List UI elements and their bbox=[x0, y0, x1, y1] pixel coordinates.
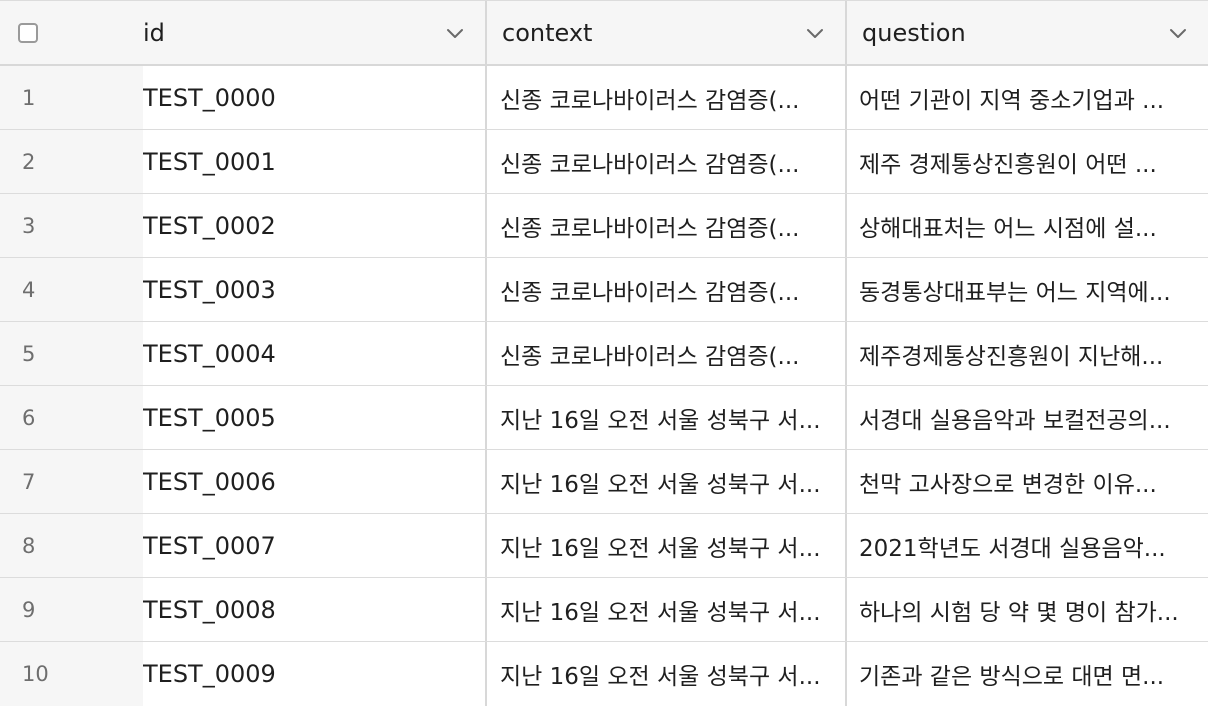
cell-question-text: 천막 고사장으로 변경한 이유... bbox=[859, 471, 1157, 498]
table-row[interactable]: 2 TEST_0001 신종 코로나바이러스 감염증(... 제주 경제통상진흥… bbox=[0, 130, 1208, 194]
cell-id[interactable]: TEST_0007 bbox=[143, 514, 487, 577]
row-number: 6 bbox=[0, 386, 143, 449]
cell-id[interactable]: TEST_0004 bbox=[143, 322, 487, 385]
cell-question-text: 어떤 기관이 지역 중소기업과 ... bbox=[859, 87, 1165, 114]
cell-question[interactable]: 2021학년도 서경대 실용음악... bbox=[847, 514, 1208, 577]
column-header-question-label: question bbox=[862, 18, 966, 47]
row-number: 10 bbox=[0, 642, 143, 706]
cell-context-text: 신종 코로나바이러스 감염증(... bbox=[500, 215, 800, 242]
cell-question-text: 서경대 실용음악과 보컬전공의... bbox=[859, 407, 1171, 434]
cell-question-text: 동경통상대표부는 어느 지역에... bbox=[859, 279, 1171, 306]
cell-question[interactable]: 제주경제통상진흥원이 지난해... bbox=[847, 322, 1208, 385]
row-number: 9 bbox=[0, 578, 143, 641]
cell-question[interactable]: 기존과 같은 방식으로 대면 면... bbox=[847, 642, 1208, 706]
cell-id[interactable]: TEST_0006 bbox=[143, 450, 487, 513]
table-row[interactable]: 10 TEST_0009 지난 16일 오전 서울 성북구 서... 기존과 같… bbox=[0, 642, 1208, 706]
cell-context[interactable]: 신종 코로나바이러스 감염증(... bbox=[487, 258, 847, 321]
cell-question[interactable]: 동경통상대표부는 어느 지역에... bbox=[847, 258, 1208, 321]
cell-question[interactable]: 하나의 시험 당 약 몇 명이 참가... bbox=[847, 578, 1208, 641]
cell-question-text: 기존과 같은 방식으로 대면 면... bbox=[859, 664, 1165, 690]
table-row[interactable]: 9 TEST_0008 지난 16일 오전 서울 성북구 서... 하나의 시험… bbox=[0, 578, 1208, 642]
cell-id[interactable]: TEST_0009 bbox=[143, 642, 487, 706]
table-header: id context question bbox=[0, 0, 1208, 66]
column-header-context-label: context bbox=[502, 18, 593, 47]
cell-question-text: 제주경제통상진흥원이 지난해... bbox=[859, 343, 1164, 370]
row-number: 4 bbox=[0, 258, 143, 321]
cell-context[interactable]: 신종 코로나바이러스 감염증(... bbox=[487, 194, 847, 257]
cell-id[interactable]: TEST_0003 bbox=[143, 258, 487, 321]
cell-context[interactable]: 지난 16일 오전 서울 성북구 서... bbox=[487, 386, 847, 449]
cell-question[interactable]: 어떤 기관이 지역 중소기업과 ... bbox=[847, 66, 1208, 129]
select-all-cell bbox=[0, 1, 143, 64]
cell-id[interactable]: TEST_0005 bbox=[143, 386, 487, 449]
table-row[interactable]: 5 TEST_0004 신종 코로나바이러스 감염증(... 제주경제통상진흥원… bbox=[0, 322, 1208, 386]
cell-context-text: 지난 16일 오전 서울 성북구 서... bbox=[500, 535, 821, 562]
table-row[interactable]: 3 TEST_0002 신종 코로나바이러스 감염증(... 상해대표처는 어느… bbox=[0, 194, 1208, 258]
row-number: 7 bbox=[0, 450, 143, 513]
column-header-id[interactable]: id bbox=[143, 1, 487, 64]
cell-context-text: 신종 코로나바이러스 감염증(... bbox=[500, 87, 800, 114]
row-number: 5 bbox=[0, 322, 143, 385]
row-number: 1 bbox=[0, 66, 143, 129]
column-header-question[interactable]: question bbox=[847, 1, 1208, 64]
cell-context-text: 신종 코로나바이러스 감염증(... bbox=[500, 151, 800, 178]
table-body: 1 TEST_0000 신종 코로나바이러스 감염증(... 어떤 기관이 지역… bbox=[0, 66, 1208, 706]
table-row[interactable]: 4 TEST_0003 신종 코로나바이러스 감염증(... 동경통상대표부는 … bbox=[0, 258, 1208, 322]
cell-context[interactable]: 신종 코로나바이러스 감염증(... bbox=[487, 66, 847, 129]
table-row[interactable]: 1 TEST_0000 신종 코로나바이러스 감염증(... 어떤 기관이 지역… bbox=[0, 66, 1208, 130]
cell-question[interactable]: 천막 고사장으로 변경한 이유... bbox=[847, 450, 1208, 513]
chevron-down-icon[interactable] bbox=[1168, 23, 1188, 43]
cell-question[interactable]: 서경대 실용음악과 보컬전공의... bbox=[847, 386, 1208, 449]
cell-context-text: 지난 16일 오전 서울 성북구 서... bbox=[500, 407, 821, 434]
cell-context[interactable]: 신종 코로나바이러스 감염증(... bbox=[487, 130, 847, 193]
cell-context-text: 신종 코로나바이러스 감염증(... bbox=[500, 279, 800, 306]
cell-context[interactable]: 지난 16일 오전 서울 성북구 서... bbox=[487, 450, 847, 513]
cell-id[interactable]: TEST_0000 bbox=[143, 66, 487, 129]
cell-context[interactable]: 신종 코로나바이러스 감염증(... bbox=[487, 322, 847, 385]
select-all-checkbox[interactable] bbox=[18, 22, 38, 43]
column-header-context[interactable]: context bbox=[487, 1, 847, 64]
table-row[interactable]: 7 TEST_0006 지난 16일 오전 서울 성북구 서... 천막 고사장… bbox=[0, 450, 1208, 514]
cell-question-text: 2021학년도 서경대 실용음악... bbox=[859, 535, 1166, 562]
row-number: 2 bbox=[0, 130, 143, 193]
cell-id[interactable]: TEST_0001 bbox=[143, 130, 487, 193]
cell-id[interactable]: TEST_0002 bbox=[143, 194, 487, 257]
cell-context-text: 지난 16일 오전 서울 성북구 서... bbox=[500, 471, 821, 498]
cell-question-text: 제주 경제통상진흥원이 어떤 ... bbox=[859, 151, 1157, 178]
cell-question-text: 상해대표처는 어느 시점에 설... bbox=[859, 215, 1157, 242]
cell-context[interactable]: 지난 16일 오전 서울 성북구 서... bbox=[487, 578, 847, 641]
cell-context-text: 지난 16일 오전 서울 성북구 서... bbox=[500, 599, 821, 626]
cell-question-text: 하나의 시험 당 약 몇 명이 참가... bbox=[859, 599, 1179, 626]
cell-context[interactable]: 지난 16일 오전 서울 성북구 서... bbox=[487, 642, 847, 706]
cell-context-text: 지난 16일 오전 서울 성북구 서... bbox=[500, 664, 821, 690]
cell-context-text: 신종 코로나바이러스 감염증(... bbox=[500, 343, 800, 370]
column-header-id-label: id bbox=[143, 18, 165, 47]
chevron-down-icon[interactable] bbox=[805, 23, 825, 43]
cell-question[interactable]: 상해대표처는 어느 시점에 설... bbox=[847, 194, 1208, 257]
table-row[interactable]: 6 TEST_0005 지난 16일 오전 서울 성북구 서... 서경대 실용… bbox=[0, 386, 1208, 450]
cell-id[interactable]: TEST_0008 bbox=[143, 578, 487, 641]
table-row[interactable]: 8 TEST_0007 지난 16일 오전 서울 성북구 서... 2021학년… bbox=[0, 514, 1208, 578]
cell-context[interactable]: 지난 16일 오전 서울 성북구 서... bbox=[487, 514, 847, 577]
row-number: 8 bbox=[0, 514, 143, 577]
row-number: 3 bbox=[0, 194, 143, 257]
chevron-down-icon[interactable] bbox=[445, 23, 465, 43]
cell-question[interactable]: 제주 경제통상진흥원이 어떤 ... bbox=[847, 130, 1208, 193]
